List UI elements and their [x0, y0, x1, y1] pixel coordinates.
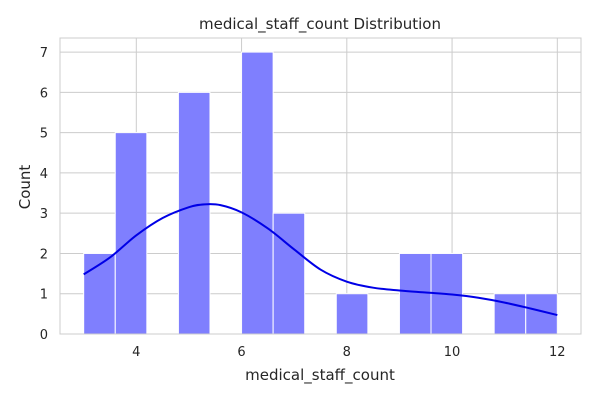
y-tick-label: 5	[40, 127, 48, 142]
x-tick-label: 6	[237, 345, 245, 360]
x-tick-label: 4	[132, 345, 140, 360]
kde-curve	[83, 203, 558, 317]
histogram-bar	[114, 132, 148, 335]
x-tick-label: 10	[444, 345, 461, 360]
y-tick-label: 3	[40, 207, 48, 222]
y-tick-label: 6	[40, 86, 48, 101]
y-tick-label: 7	[40, 46, 48, 61]
x-tick-label: 12	[549, 345, 566, 360]
bars	[83, 51, 558, 335]
histogram-bar	[398, 252, 432, 335]
y-tick-label: 1	[40, 288, 48, 303]
histogram-bar	[272, 212, 306, 335]
x-axis-label: medical_staff_count	[245, 366, 395, 385]
histogram-bar	[177, 91, 211, 335]
histogram-bar	[241, 51, 274, 335]
y-tick-label: 2	[40, 247, 48, 262]
histogram-bar	[335, 293, 369, 335]
plot-frame	[59, 37, 582, 335]
histogram-bar	[493, 293, 527, 335]
y-tick-label: 4	[40, 167, 48, 182]
x-tick-label: 8	[343, 345, 351, 360]
chart-title: medical_staff_count Distribution	[199, 15, 441, 34]
y-tick-label: 0	[40, 328, 48, 343]
y-axis-label: Count	[16, 165, 34, 210]
